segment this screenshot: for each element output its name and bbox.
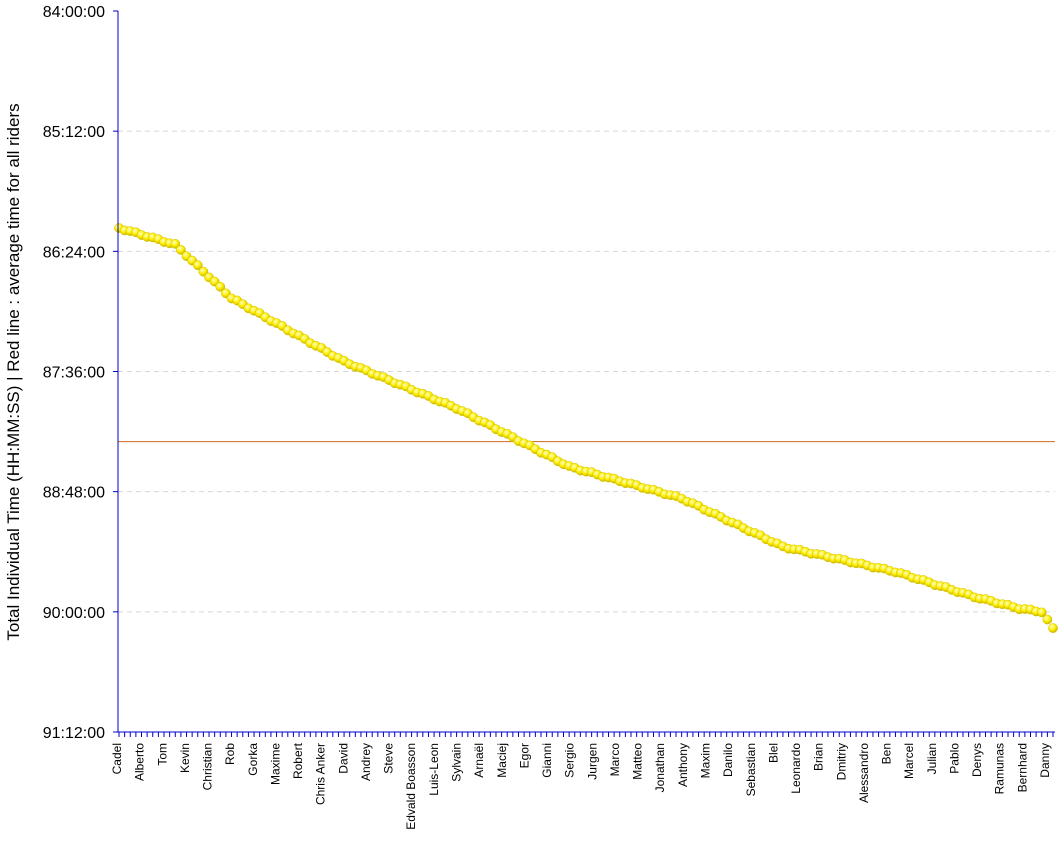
x-tick-label: Sylvain — [450, 743, 464, 782]
grid-lines — [118, 130, 1055, 613]
x-tick-label: David — [336, 743, 350, 774]
x-tick-label: Sergio — [563, 743, 577, 778]
y-axis-title: Total Individual Time (HH:MM:SS) | Red l… — [4, 103, 23, 640]
x-tick-label: Rob — [223, 743, 237, 765]
x-tick-label: Jurgen — [585, 743, 599, 780]
y-tick-label: 91:12:00 — [43, 725, 105, 742]
x-tick-label: Kevin — [178, 743, 192, 773]
x-tick-label: Gorka — [246, 743, 260, 776]
rider-point — [1048, 623, 1058, 633]
rider-point — [1036, 607, 1047, 618]
x-tick-label: Anthony — [676, 743, 690, 787]
x-tick-label: Maxime — [268, 743, 282, 785]
x-tick-label: Cadel — [110, 743, 124, 774]
x-tick-label: Steve — [382, 743, 396, 774]
x-tick-label: Ramunas — [993, 743, 1007, 794]
y-tick-label: 87:36:00 — [43, 365, 105, 382]
y-tick-label: 88:48:00 — [43, 485, 105, 502]
rider-points — [114, 223, 1058, 633]
x-tick-label: Luis-Leon — [427, 743, 441, 796]
x-tick-label: Chris Anker — [314, 743, 328, 805]
x-tick-label: Maxim — [698, 743, 712, 778]
rider-point — [170, 239, 181, 249]
x-tick-label: Blel — [766, 743, 780, 763]
x-tick-label: Andrey — [359, 743, 373, 781]
rider-point — [1042, 614, 1053, 625]
x-tick-label: Ben — [880, 743, 894, 764]
y-tick-label: 85:12:00 — [43, 124, 105, 141]
x-tick-label: Tom — [155, 743, 169, 766]
x-tick-label: Egor — [517, 743, 531, 768]
x-tick-label: Marcel — [902, 743, 916, 779]
x-tick-label: Robert — [291, 742, 305, 779]
x-tick-label: Matteo — [631, 743, 645, 780]
x-tick-label: Denys — [970, 743, 984, 777]
rider-point — [215, 281, 226, 292]
rider-point — [176, 245, 186, 255]
x-tick-label: Marco — [608, 743, 622, 777]
x-axis-ticks — [118, 732, 1054, 737]
x-tick-label: Pablo — [947, 743, 961, 774]
y-tick-label: 86:24:00 — [43, 244, 105, 261]
rider-point — [192, 260, 203, 271]
y-axis-ticks: 84:00:00 85:12:00 86:24:00 87:36:00 88:48:00… — [43, 4, 118, 742]
x-tick-label: Jonathan — [653, 743, 667, 792]
x-tick-label: Gianni — [540, 743, 554, 778]
x-tick-label: Edvald Boasson — [404, 743, 418, 830]
x-tick-label: Alberto — [133, 743, 147, 781]
x-tick-label: Julian — [925, 743, 939, 774]
y-tick-label: 84:00:00 — [43, 4, 105, 21]
x-tick-label: Maciej — [495, 743, 509, 778]
x-tick-label: Dmitriy — [834, 743, 848, 780]
x-tick-label: Leonardo — [789, 743, 803, 794]
x-tick-label: Sebastian — [744, 743, 758, 796]
y-tick-label: 90:00:00 — [43, 605, 105, 622]
x-tick-label: Christian — [201, 743, 215, 790]
x-tick-label: Danny — [1038, 743, 1052, 778]
x-tick-label: Bernhard — [1015, 743, 1029, 792]
x-tick-label: Brian — [812, 743, 826, 771]
x-tick-label: Alessandro — [857, 743, 871, 803]
x-tick-label: Danilo — [721, 743, 735, 777]
x-axis-labels: Cadel Alberto Tom Kevin Christian Rob Gorka Max… — [110, 742, 1052, 829]
x-tick-label: Arnaël — [472, 743, 486, 778]
